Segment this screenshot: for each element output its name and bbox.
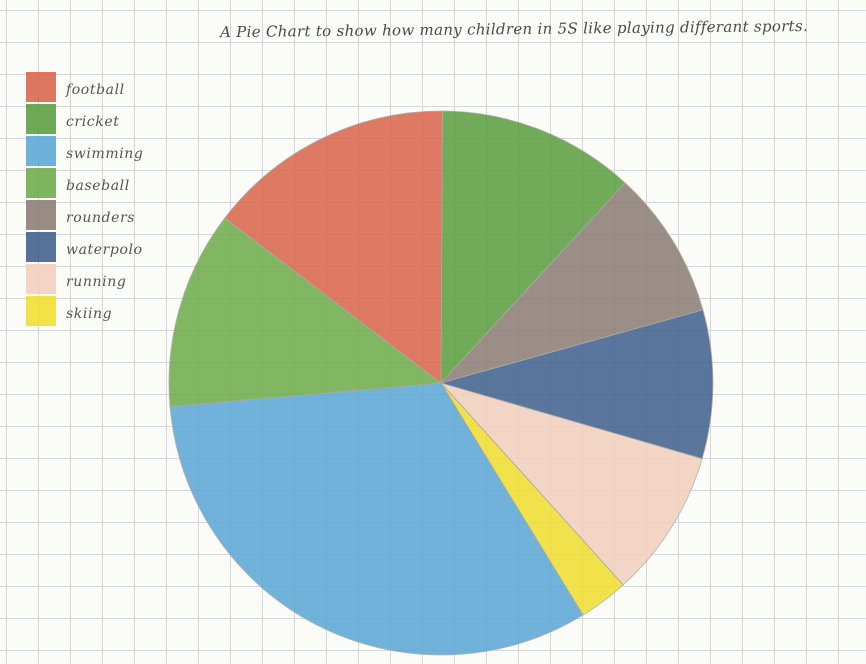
legend-swatch-skiing: [26, 296, 56, 326]
legend-label-football: football: [66, 82, 125, 98]
legend-swatch-swimming: [26, 136, 56, 166]
legend-label-rounders: rounders: [66, 210, 136, 226]
legend-swatch-rounders: [26, 200, 56, 230]
pie-slice-waterpolo: [439, 309, 714, 460]
legend-label-running: running: [66, 274, 127, 290]
legend-swatch-running: [26, 264, 56, 294]
pie-slice-baseball: [168, 217, 443, 408]
pie-slice-running: [439, 382, 703, 586]
legend-swatch-football: [26, 72, 56, 102]
pie-slice-swimming: [169, 382, 584, 656]
legend-swatch-baseball: [26, 168, 56, 198]
legend-label-cricket: cricket: [66, 114, 120, 130]
legend-label-swimming: swimming: [66, 146, 144, 162]
pie-slice-cricket: [440, 110, 626, 385]
legend-swatch-waterpolo: [26, 232, 56, 262]
pie-slice-football: [224, 110, 443, 384]
legend-label-skiing: skiing: [66, 306, 113, 322]
legend-label-baseball: baseball: [66, 178, 130, 194]
pie-slice-rounders: [439, 182, 704, 384]
legend-swatch-cricket: [26, 104, 56, 134]
legend-label-waterpolo: waterpolo: [66, 242, 143, 258]
